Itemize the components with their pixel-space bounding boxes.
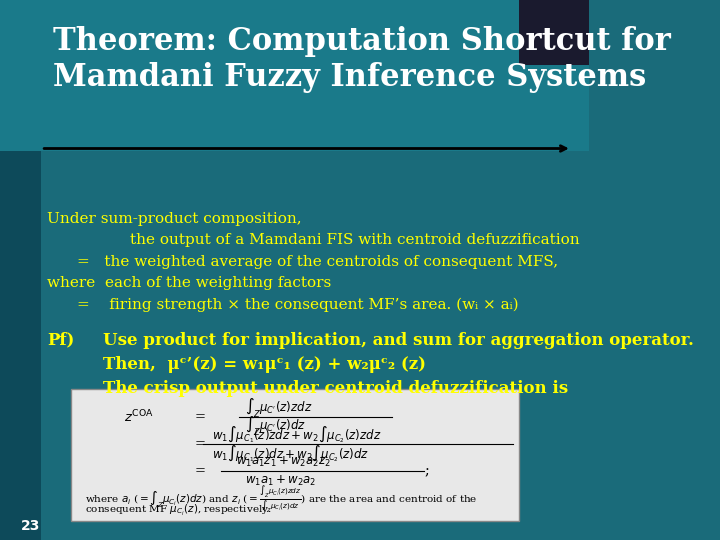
Text: $w_1 a_1 z_1 + w_2 a_2 z_2$: $w_1 a_1 z_1 + w_2 a_2 z_2$ <box>235 455 330 469</box>
Text: where $a_i$ ($= \int_Z \mu_{C_i}(z)dz$) and $z_i$ ($= \frac{\int_Z \mu_{C_i}(z)z: where $a_i$ ($= \int_Z \mu_{C_i}(z)dz$) … <box>86 484 478 515</box>
Text: $w_1 \int \mu_{C_1}(z)zdz + w_2 \int \mu_{C_2}(z)zdz$: $w_1 \int \mu_{C_1}(z)zdz + w_2 \int \mu… <box>212 424 382 445</box>
Text: Under sum-product composition,: Under sum-product composition, <box>47 212 302 226</box>
FancyBboxPatch shape <box>0 0 590 151</box>
Text: =: = <box>194 437 205 450</box>
Text: where  each of the weighting factors: where each of the weighting factors <box>47 276 331 291</box>
Text: consequent MF $\mu_{C_i}(z)$, respectively.: consequent MF $\mu_{C_i}(z)$, respective… <box>86 503 272 518</box>
Text: Pf): Pf) <box>47 332 75 349</box>
Text: The crisp output under centroid defuzzification is: The crisp output under centroid defuzzif… <box>103 380 568 397</box>
FancyBboxPatch shape <box>518 0 590 65</box>
Text: the output of a Mamdani FIS with centroid defuzzification: the output of a Mamdani FIS with centroi… <box>130 233 580 247</box>
Text: =: = <box>194 410 205 423</box>
Text: =   the weighted average of the centroids of consequent MFS,: = the weighted average of the centroids … <box>76 255 558 269</box>
FancyBboxPatch shape <box>71 389 518 521</box>
Text: =: = <box>194 464 205 477</box>
FancyBboxPatch shape <box>0 0 41 540</box>
Text: Theorem: Computation Shortcut for
Mamdani Fuzzy Inference Systems: Theorem: Computation Shortcut for Mamdan… <box>53 26 671 93</box>
Text: $w_1 \int \mu_{C_1}(z)dz + w_2 \int \mu_{C_2}(z)dz$: $w_1 \int \mu_{C_1}(z)dz + w_2 \int \mu_… <box>212 443 369 464</box>
Text: 23: 23 <box>21 519 40 534</box>
Text: $\int_Z \mu_{C^\prime}(z)dz$: $\int_Z \mu_{C^\prime}(z)dz$ <box>245 415 306 438</box>
Text: ;: ; <box>424 464 429 478</box>
Text: Use product for implication, and sum for aggregation operator.: Use product for implication, and sum for… <box>103 332 694 349</box>
Text: =    firing strength × the consequent MF’s area. (wᵢ × aᵢ): = firing strength × the consequent MF’s … <box>76 298 518 312</box>
Text: $\int_Z \mu_{C^\prime}(z)zdz$: $\int_Z \mu_{C^\prime}(z)zdz$ <box>245 396 312 420</box>
Text: Then,  μᶜ’(z) = w₁μᶜ₁ (z) + w₂μᶜ₂ (z): Then, μᶜ’(z) = w₁μᶜ₁ (z) + w₂μᶜ₂ (z) <box>103 356 426 373</box>
Text: $z^{\mathrm{COA}}$: $z^{\mathrm{COA}}$ <box>124 409 153 425</box>
Text: $w_1 a_1 + w_2 a_2$: $w_1 a_1 + w_2 a_2$ <box>245 474 316 488</box>
